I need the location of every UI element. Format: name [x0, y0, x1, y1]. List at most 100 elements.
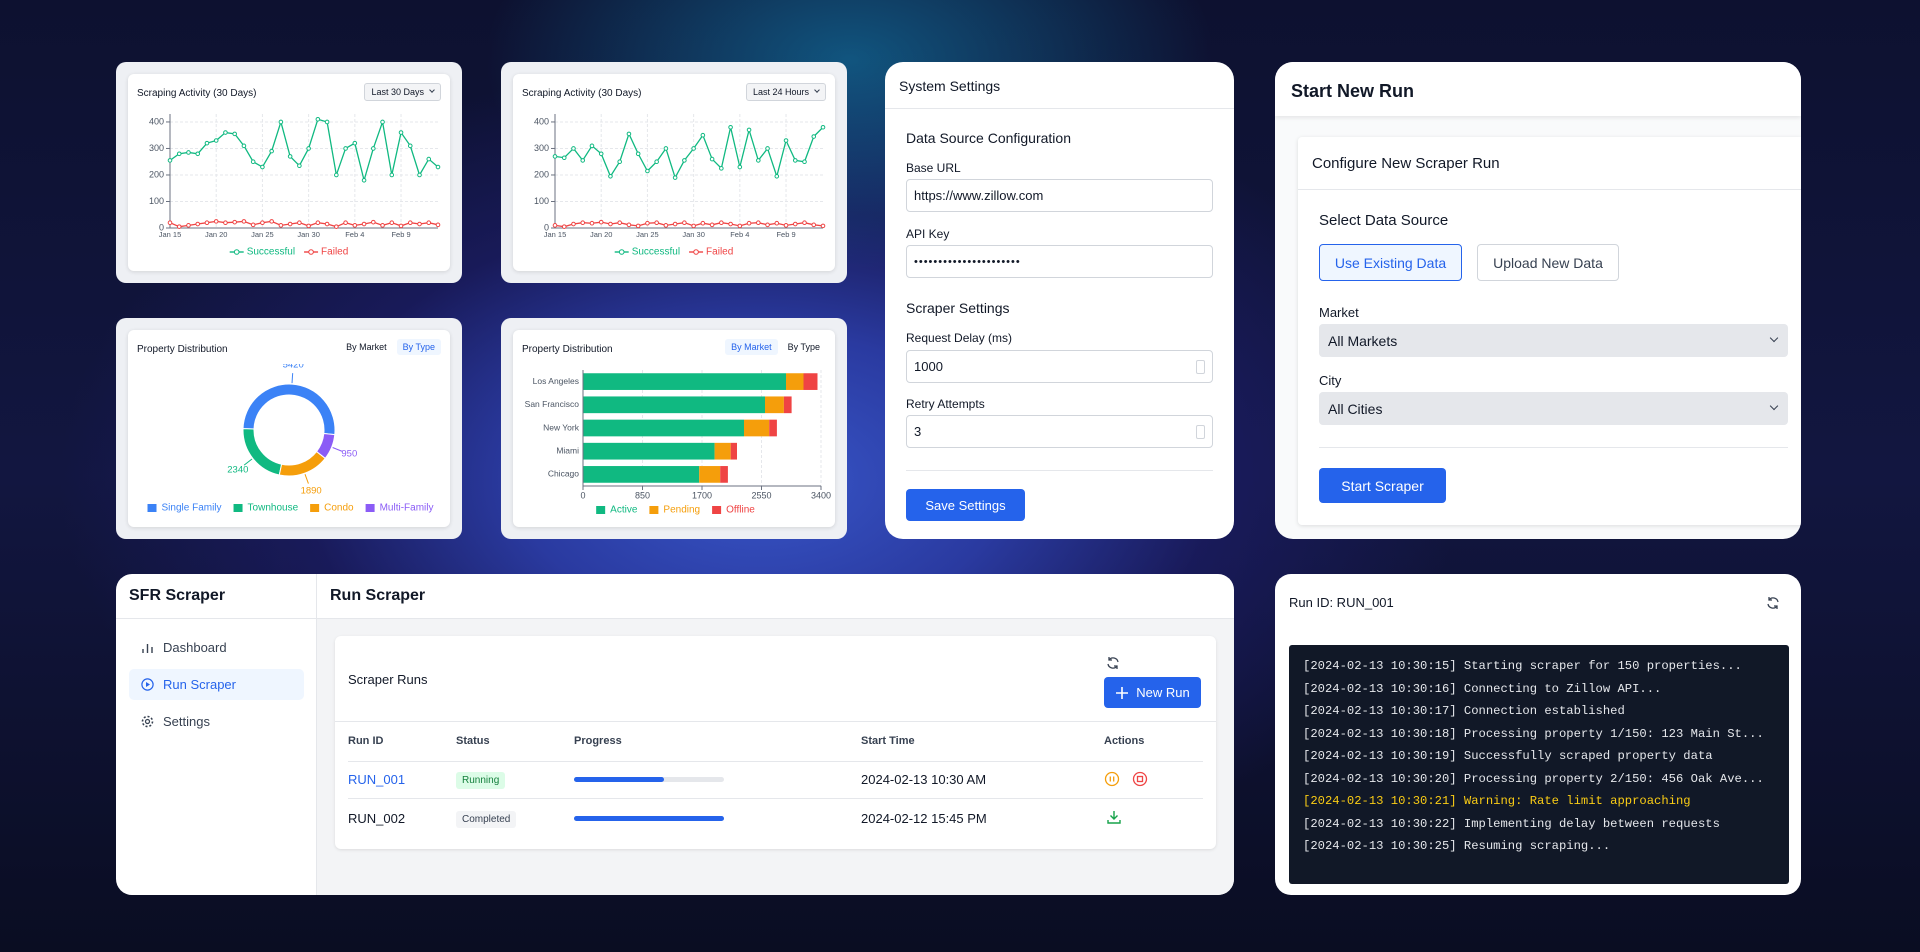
- data-point: [398, 130, 404, 135]
- log-line: [2024-02-13 10:30:17] Connection establi…: [1303, 704, 1625, 718]
- legend-swatch: [233, 504, 243, 512]
- icon: [141, 715, 154, 728]
- x-tick-label: 2550: [751, 490, 771, 500]
- data-point: [663, 146, 669, 151]
- tab[interactable]: By Market: [725, 339, 778, 355]
- column-header: Run ID: [348, 735, 384, 747]
- refresh-icon[interactable]: [1766, 596, 1780, 610]
- x-tick-label: 3400: [811, 490, 831, 500]
- legend: Successful Failed: [229, 247, 348, 258]
- button-label: New Run: [1136, 685, 1190, 700]
- y-tick-label: 300: [149, 143, 164, 153]
- legend-swatch: [712, 506, 722, 514]
- data-point: [645, 168, 650, 174]
- progress-bar: [574, 816, 724, 821]
- run-id-link[interactable]: RUN_001: [348, 772, 406, 787]
- x-tick-label: Jan 30: [682, 230, 705, 239]
- data-point: [765, 146, 770, 151]
- number-input[interactable]: 3: [906, 415, 1213, 448]
- pause-button[interactable]: [1104, 771, 1120, 787]
- donut-slice: [242, 428, 283, 476]
- bar-segment: [583, 419, 744, 437]
- data-point: [361, 177, 367, 183]
- data-point: [241, 143, 247, 149]
- data-point: [691, 223, 696, 229]
- data-point: [389, 172, 395, 178]
- data-point: [552, 154, 558, 159]
- data-point: [608, 174, 613, 179]
- download-button[interactable]: [1106, 809, 1122, 825]
- tab[interactable]: By Market: [346, 342, 387, 352]
- stop-button[interactable]: [1132, 771, 1148, 787]
- tab[interactable]: By Type: [787, 342, 820, 352]
- chart-title: Scraping Activity (30 Days): [137, 88, 257, 99]
- bar-segment: [720, 466, 728, 483]
- city-select[interactable]: All Cities: [1319, 392, 1788, 425]
- start-button[interactable]: Start Scraper: [1319, 468, 1446, 503]
- status-badge: Running: [456, 772, 506, 789]
- chart-panel: Scraping Activity (30 Days) Last 30 Days…: [116, 62, 462, 283]
- donut-slice: [242, 383, 336, 436]
- data-point: [435, 222, 441, 228]
- data-point: [635, 151, 641, 157]
- y-tick-label: Chicago: [548, 469, 579, 479]
- range-select[interactable]: Last 24 Hours: [745, 83, 826, 101]
- market-select[interactable]: All Markets: [1319, 324, 1788, 357]
- data-point: [561, 155, 567, 161]
- data-point: [783, 223, 789, 228]
- x-tick-label: Jan 25: [251, 230, 274, 239]
- tab[interactable]: By Type: [396, 339, 441, 355]
- field-label: Market: [1319, 305, 1359, 320]
- progress-track: [574, 777, 724, 782]
- save-button[interactable]: Save Settings: [906, 489, 1025, 521]
- option-button[interactable]: Upload New Data: [1477, 244, 1619, 281]
- data-point: [389, 220, 395, 225]
- data-point: [737, 223, 743, 229]
- x-tick-label: 1700: [692, 490, 712, 500]
- progress-track: [574, 816, 724, 821]
- data-point: [811, 134, 817, 139]
- data-point: [352, 223, 358, 228]
- data-point: [334, 172, 339, 178]
- spinner[interactable]: [1196, 425, 1205, 439]
- tabs: By Market By Type: [725, 339, 826, 355]
- y-tick-label: 400: [534, 116, 549, 126]
- number-input[interactable]: 1000: [906, 350, 1213, 383]
- refresh-icon[interactable]: [1106, 656, 1120, 670]
- log-line: [2024-02-13 10:30:18] Processing propert…: [1303, 726, 1764, 741]
- bar-segment: [583, 442, 715, 460]
- y-tick-label: 300: [534, 143, 549, 153]
- data-point: [306, 146, 311, 151]
- new-run-button[interactable]: New Run: [1104, 677, 1201, 708]
- data-point: [709, 156, 715, 162]
- bar-segment: [744, 419, 770, 437]
- chart: 5420 2340 1890 950 Single Family Townhouse Con…: [147, 364, 433, 514]
- brand: SFR Scraper: [129, 587, 226, 604]
- nav-item[interactable]: Settings: [129, 706, 304, 737]
- data-point: [598, 151, 604, 157]
- chart-title: Property Distribution: [522, 344, 613, 355]
- data-point: [654, 159, 659, 165]
- log-line: [2024-02-13 10:30:25] Resuming scraping.…: [1303, 839, 1611, 853]
- text-input[interactable]: https://www.zillow.com: [906, 179, 1213, 212]
- y-tick-label: 200: [149, 169, 164, 179]
- data-point: [176, 151, 182, 157]
- y-tick-label: 0: [159, 222, 164, 232]
- data-point: [278, 119, 284, 125]
- data-point: [167, 158, 173, 163]
- range-select[interactable]: Last 30 Days: [364, 83, 441, 101]
- data-point: [746, 127, 752, 133]
- data-point: [672, 175, 678, 180]
- data-point: [792, 158, 798, 163]
- nav-item[interactable]: Run Scraper: [129, 669, 304, 700]
- data-point: [176, 224, 182, 229]
- donut-slice: [315, 432, 336, 460]
- password-input[interactable]: ••••••••••••••••••••••: [906, 245, 1213, 278]
- nav-item[interactable]: Dashboard: [129, 632, 304, 663]
- run-id-link[interactable]: RUN_002: [348, 811, 406, 826]
- chart-panel: Scraping Activity (30 Days) Last 24 Hour…: [501, 62, 847, 283]
- option-button[interactable]: Use Existing Data: [1319, 244, 1462, 281]
- spinner[interactable]: [1196, 360, 1205, 374]
- divider: [335, 721, 1216, 722]
- x-tick-label: Feb 4: [730, 230, 749, 239]
